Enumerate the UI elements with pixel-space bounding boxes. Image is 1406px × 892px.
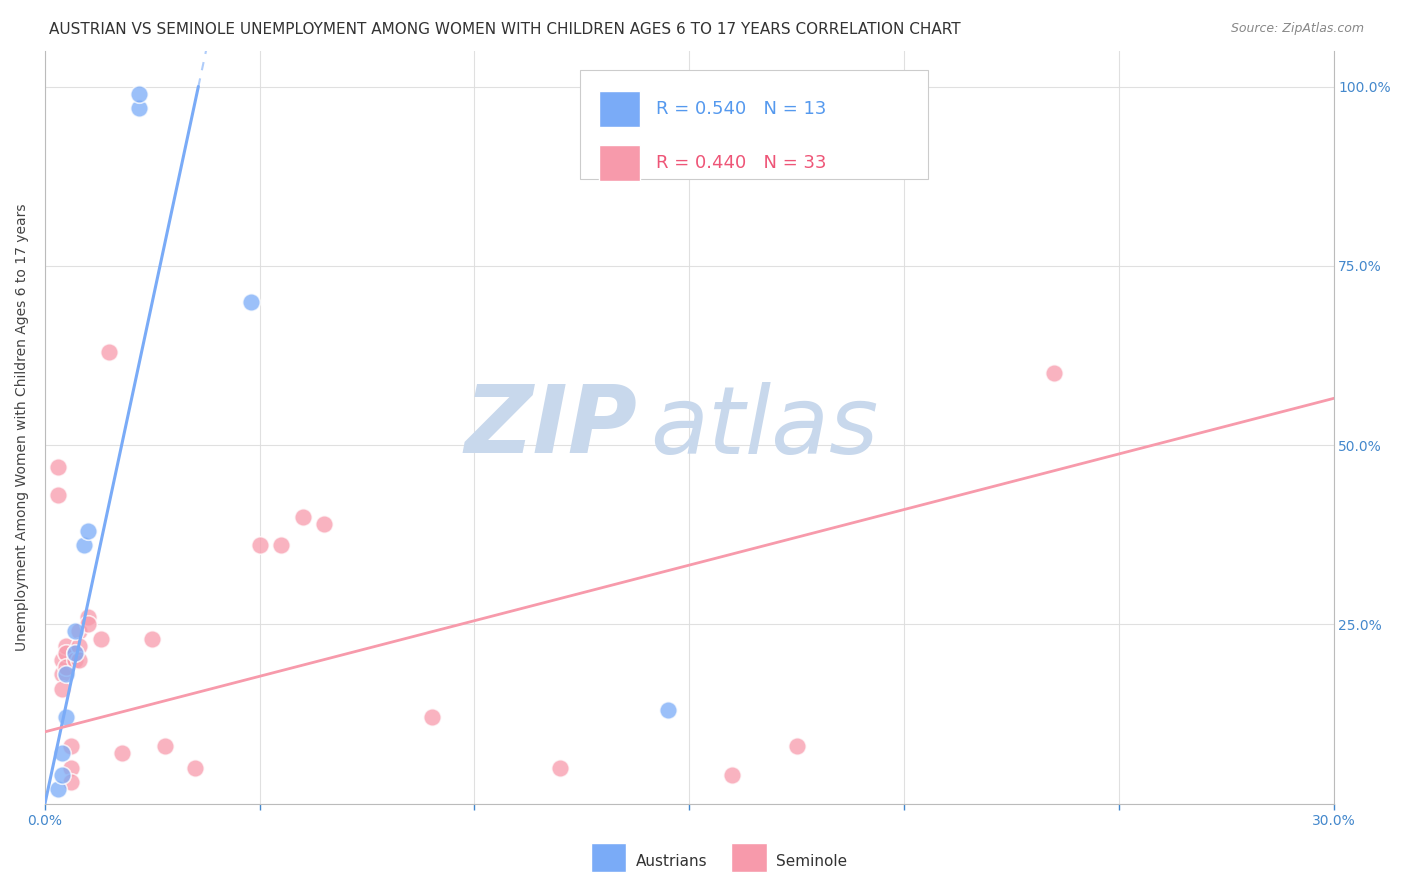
Point xyxy=(55,660,77,674)
Point xyxy=(67,639,90,653)
Text: R = 0.540   N = 13: R = 0.540 N = 13 xyxy=(655,100,827,118)
Point xyxy=(128,101,150,115)
Point xyxy=(46,782,69,797)
Point xyxy=(291,509,314,524)
Point xyxy=(63,646,86,660)
Point xyxy=(46,488,69,502)
Point xyxy=(46,459,69,474)
Point xyxy=(155,739,177,754)
Text: ZIP: ZIP xyxy=(465,381,638,473)
Point xyxy=(51,667,73,681)
Point xyxy=(128,87,150,101)
Point xyxy=(63,624,86,639)
Text: atlas: atlas xyxy=(651,382,879,473)
Point xyxy=(59,761,82,775)
FancyBboxPatch shape xyxy=(579,70,928,178)
Point xyxy=(184,761,207,775)
Point xyxy=(270,538,292,552)
Text: Austrians: Austrians xyxy=(636,855,707,869)
Point xyxy=(1043,367,1066,381)
Point xyxy=(550,761,572,775)
Text: Seminole: Seminole xyxy=(776,855,848,869)
Point xyxy=(721,768,744,782)
Point xyxy=(657,703,679,717)
Point xyxy=(77,617,100,632)
Point xyxy=(51,768,73,782)
Point xyxy=(63,653,86,667)
Text: Source: ZipAtlas.com: Source: ZipAtlas.com xyxy=(1230,22,1364,36)
Y-axis label: Unemployment Among Women with Children Ages 6 to 17 years: Unemployment Among Women with Children A… xyxy=(15,203,30,651)
Point xyxy=(249,538,271,552)
Point xyxy=(77,524,100,538)
Text: R = 0.440   N = 33: R = 0.440 N = 33 xyxy=(655,153,827,172)
Text: AUSTRIAN VS SEMINOLE UNEMPLOYMENT AMONG WOMEN WITH CHILDREN AGES 6 TO 17 YEARS C: AUSTRIAN VS SEMINOLE UNEMPLOYMENT AMONG … xyxy=(49,22,960,37)
Point xyxy=(786,739,808,754)
Point xyxy=(67,624,90,639)
Point xyxy=(314,516,336,531)
Point xyxy=(111,747,134,761)
Point xyxy=(51,681,73,696)
Point xyxy=(59,775,82,789)
Point xyxy=(55,646,77,660)
Point xyxy=(98,344,121,359)
Point xyxy=(55,667,77,681)
Point xyxy=(51,653,73,667)
Bar xyxy=(599,145,640,181)
Point xyxy=(141,632,163,646)
Bar xyxy=(599,91,640,127)
Point xyxy=(67,653,90,667)
Point xyxy=(72,538,94,552)
Point xyxy=(55,639,77,653)
Point xyxy=(77,610,100,624)
Point xyxy=(51,747,73,761)
Point xyxy=(90,632,112,646)
Point xyxy=(63,646,86,660)
Point xyxy=(240,294,263,309)
Point xyxy=(55,710,77,724)
Point xyxy=(59,739,82,754)
Point xyxy=(420,710,443,724)
